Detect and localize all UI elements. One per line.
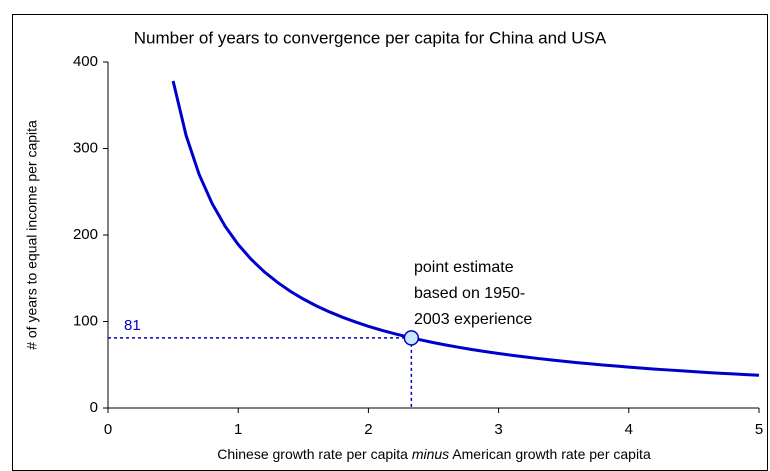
y-tick-label: 100 xyxy=(73,312,98,329)
y-tick-label: 0 xyxy=(90,399,98,416)
x-tick-label: 5 xyxy=(755,421,763,438)
x-tick-label: 4 xyxy=(625,421,633,438)
chart-frame xyxy=(12,14,768,471)
x-tick-label: 2 xyxy=(364,421,372,438)
line xyxy=(171,80,760,377)
x-tick-label: 0 xyxy=(104,421,112,438)
annotation: based on 1950- xyxy=(414,285,525,302)
y-tick-label: 300 xyxy=(73,139,98,156)
annotation: point estimate xyxy=(414,259,514,276)
x-tick-label: 3 xyxy=(494,421,502,438)
x-axis-label: Chinese growth rate per capita minus Ame… xyxy=(217,446,651,462)
y-axis-label: # of years to equal income per capita xyxy=(24,120,40,350)
chart-title: Number of years to convergence per capit… xyxy=(134,28,607,47)
point-estimate xyxy=(403,330,420,346)
annotation: 2003 experience xyxy=(414,311,532,328)
value-label: 81 xyxy=(124,317,141,334)
y-tick-label: 200 xyxy=(73,226,98,243)
x-tick-label: 1 xyxy=(234,421,242,438)
y-tick-label: 400 xyxy=(73,53,98,70)
